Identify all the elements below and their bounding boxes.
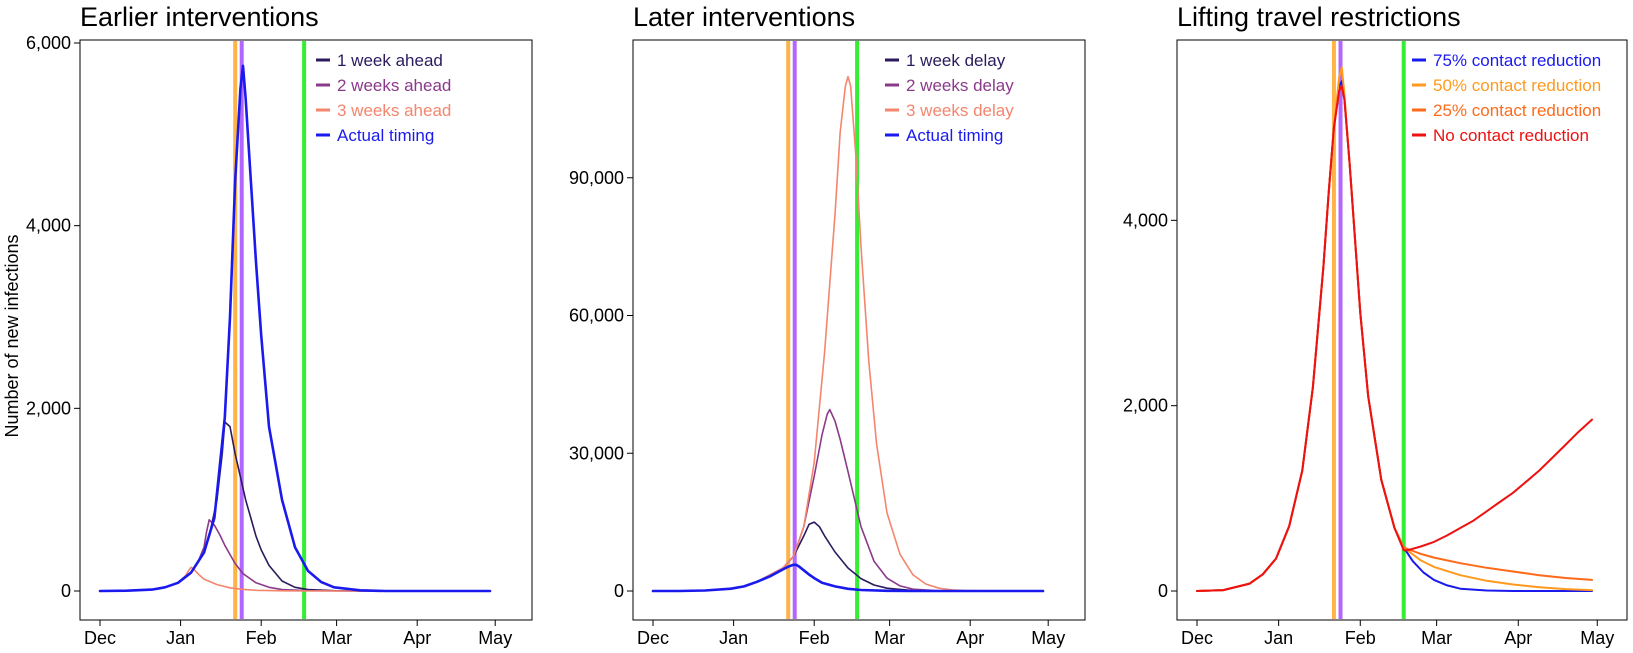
x-tick-label: May [1031,628,1065,648]
x-tick-label: Mar [321,628,352,648]
legend-label: 50% contact reduction [1433,76,1601,95]
legend-label: No contact reduction [1433,126,1589,145]
x-tick-label: May [478,628,512,648]
y-tick-label: 0 [1158,581,1168,601]
y-tick-label: 4,000 [26,216,71,236]
x-tick-label: May [1580,628,1614,648]
series-line [1196,85,1593,592]
y-tick-label: 2,000 [1123,396,1168,416]
legend-label: 2 weeks ahead [337,76,451,95]
x-tick-label: Dec [84,628,116,648]
y-tick-label: 0 [61,581,71,601]
panel-later-interventions: Later interventions 0 30,000 60,000 90,000 D… [569,2,1086,648]
x-tick-label: Feb [1345,628,1376,648]
legend-label: 1 week delay [906,51,1006,70]
y-tick-label: 4,000 [1123,210,1168,230]
legend-label: Actual timing [906,126,1003,145]
legend-label: 1 week ahead [337,51,443,70]
panel-earlier-interventions: Earlier interventions Number of new infe… [2,2,533,648]
y-tick-label: 0 [614,581,624,601]
legend-label: 75% contact reduction [1433,51,1601,70]
x-tick-label: Mar [1421,628,1452,648]
x-tick-label: Mar [874,628,905,648]
legend-label: 3 weeks delay [906,101,1014,120]
x-tick-label: Feb [799,628,830,648]
x-tick-label: Apr [403,628,431,648]
x-tick-label: Jan [719,628,748,648]
legend-label: Actual timing [337,126,434,145]
x-tick-label: Jan [166,628,195,648]
x-tick-label: Apr [1504,628,1532,648]
y-tick-label: 2,000 [26,398,71,418]
x-tick-label: Dec [637,628,669,648]
legend-label: 2 weeks delay [906,76,1014,95]
x-tick-label: Apr [956,628,984,648]
x-tick-label: Feb [246,628,277,648]
y-tick-label: 60,000 [569,306,624,326]
series-line [651,563,1045,593]
legend-label: 3 weeks ahead [337,101,451,120]
legend-label: 25% contact reduction [1433,101,1601,120]
series-line [98,64,492,593]
panel-title: Earlier interventions [80,2,319,32]
panel-title: Later interventions [633,2,855,32]
y-axis-label: Number of new infections [2,234,22,437]
panel-title: Lifting travel restrictions [1177,2,1461,32]
x-tick-label: Jan [1264,628,1293,648]
x-tick-label: Dec [1181,628,1213,648]
y-tick-label: 30,000 [569,443,624,463]
y-tick-label: 6,000 [26,33,71,53]
y-tick-label: 90,000 [569,168,624,188]
panel-lifting-travel-restrictions: Lifting travel restrictions 0 2,000 4,000 D… [1123,2,1628,648]
